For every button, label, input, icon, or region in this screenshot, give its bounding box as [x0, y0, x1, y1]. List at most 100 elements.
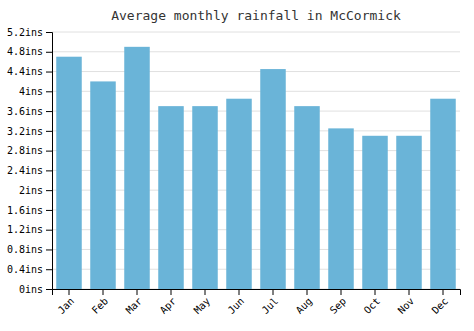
y-axis: 0ins 0.4ins 0.8ins 1.2ins 1.6ins 2ins 2.4ins 2.…	[7, 27, 53, 295]
bar	[396, 136, 422, 289]
bar	[328, 128, 354, 289]
x-tick-mark	[443, 289, 444, 295]
y-tick-label: 1.2ins	[7, 224, 43, 235]
chart: 0ins 0.4ins 0.8ins 1.2ins 1.6ins 2ins 2.4ins 2.…	[0, 0, 474, 331]
y-tick: 2.4ins	[7, 165, 52, 176]
x-tick-mark	[137, 289, 138, 295]
y-tick-label: 0ins	[19, 284, 43, 295]
x-tick: May	[192, 289, 213, 316]
x-tick-label: Oct	[362, 295, 383, 316]
x-tick: Jul	[260, 289, 281, 316]
grid-line	[52, 71, 460, 72]
x-tick-label: Apr	[158, 295, 179, 316]
y-tick-label: 4.8ins	[7, 46, 43, 57]
x-tick: Oct	[362, 289, 383, 316]
x-tick: Mar	[124, 289, 145, 316]
y-tick-label: 5.2ins	[7, 27, 43, 38]
x-tick-mark	[171, 289, 172, 295]
y-tick-mark	[46, 32, 52, 33]
bars	[56, 47, 456, 289]
grid-line	[52, 32, 460, 33]
y-tick: 4.8ins	[7, 46, 52, 57]
x-tick-label: Feb	[90, 295, 111, 316]
y-tick-mark	[46, 111, 52, 112]
y-tick-label: 3.6ins	[7, 106, 43, 117]
y-tick: 0.8ins	[7, 244, 52, 255]
x-tick-label: May	[192, 295, 213, 316]
y-tick-mark	[46, 289, 52, 290]
x-tick-label: Jul	[260, 295, 281, 316]
x-axis: Jan Feb Mar Apr May Jun Jul Aug Sep Oct Nov Dec	[53, 289, 461, 316]
bar	[260, 69, 286, 289]
bar	[124, 47, 150, 289]
y-tick-label: 2ins	[19, 185, 43, 196]
bar	[158, 106, 184, 289]
y-axis-line	[46, 33, 53, 290]
bar	[192, 106, 218, 289]
x-tick-label: Nov	[396, 295, 417, 316]
x-tick-mark	[205, 289, 206, 295]
y-tick: 1.2ins	[7, 224, 52, 235]
y-tick-label: 1.6ins	[7, 205, 43, 216]
y-tick: 3.2ins	[7, 126, 52, 137]
y-tick-mark	[46, 131, 52, 132]
bar	[362, 136, 388, 289]
x-tick: Jan	[56, 289, 77, 316]
y-tick: 1.6ins	[7, 205, 52, 216]
y-tick-mark	[46, 210, 52, 211]
x-tick-label: Jan	[56, 295, 77, 316]
y-tick: 0.4ins	[7, 264, 52, 275]
x-tick-mark	[375, 289, 376, 295]
y-tick-mark	[46, 269, 52, 270]
x-axis-line	[53, 290, 461, 296]
x-tick: Feb	[90, 289, 111, 316]
y-tick: 4.4ins	[7, 66, 52, 77]
y-tick: 5.2ins	[7, 27, 52, 38]
y-tick-label: 0.8ins	[7, 244, 43, 255]
x-tick-label: Sep	[328, 295, 349, 316]
bar	[90, 81, 116, 289]
x-tick-mark	[239, 289, 240, 295]
x-tick: Sep	[328, 289, 349, 316]
x-tick-mark	[409, 289, 410, 295]
bar	[294, 106, 320, 289]
bar	[56, 57, 82, 289]
y-tick-label: 2.4ins	[7, 165, 43, 176]
y-tick-mark	[46, 190, 52, 191]
y-tick-mark	[46, 52, 52, 53]
x-tick-label: Jun	[226, 295, 247, 316]
y-tick: 0ins	[19, 284, 52, 295]
x-tick: Apr	[158, 289, 179, 316]
y-tick-label: 4.4ins	[7, 66, 43, 77]
y-tick-label: 4ins	[19, 86, 43, 97]
x-tick-label: Mar	[124, 295, 145, 316]
y-tick-mark	[46, 91, 52, 92]
x-tick-mark	[273, 289, 274, 295]
x-tick-label: Dec	[430, 295, 451, 316]
y-tick-mark	[46, 170, 52, 171]
y-tick: 3.6ins	[7, 106, 52, 117]
bar	[226, 99, 252, 289]
x-tick: Dec	[430, 289, 451, 316]
plot-area: 0ins 0.4ins 0.8ins 1.2ins 1.6ins 2ins 2.4ins 2.…	[7, 27, 461, 316]
title: Average monthly rainfall in McCormick	[111, 8, 401, 23]
y-tick: 2ins	[19, 185, 52, 196]
y-tick-mark	[46, 230, 52, 231]
y-tick-label: 3.2ins	[7, 126, 43, 137]
y-tick-mark	[46, 249, 52, 250]
y-tick-label: 2.8ins	[7, 145, 43, 156]
y-tick: 2.8ins	[7, 145, 52, 156]
x-tick-mark	[341, 289, 342, 295]
bar	[430, 99, 456, 289]
x-tick: Nov	[396, 289, 417, 316]
x-tick-mark	[103, 289, 104, 295]
y-tick-mark	[46, 72, 52, 73]
x-tick: Aug	[294, 289, 315, 316]
grid	[52, 32, 460, 289]
y-tick-label: 0.4ins	[7, 264, 43, 275]
grid-line	[52, 51, 460, 52]
x-tick-mark	[69, 289, 70, 295]
x-tick: Jun	[226, 289, 247, 316]
y-tick: 4ins	[19, 86, 52, 97]
y-tick-mark	[46, 151, 52, 152]
